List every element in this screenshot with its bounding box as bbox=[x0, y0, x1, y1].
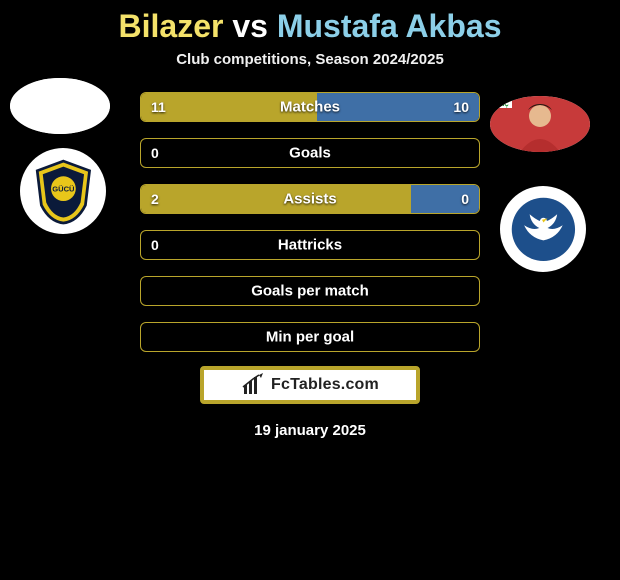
fctables-logo-icon bbox=[241, 373, 265, 397]
stat-value-left: 0 bbox=[151, 145, 159, 161]
fctables-label: FcTables.com bbox=[271, 376, 379, 394]
stat-label: Goals bbox=[289, 145, 331, 162]
subtitle: Club competitions, Season 2024/2025 bbox=[0, 51, 620, 68]
stat-bars: 11 10 Matches 0 Goals 2 0 Assists 0 Hattricks Goal… bbox=[140, 92, 480, 368]
stat-label: Matches bbox=[280, 99, 340, 116]
stat-value-left: 0 bbox=[151, 237, 159, 253]
fctables-watermark: FcTables.com bbox=[200, 366, 420, 404]
stat-row: 2 0 Assists bbox=[140, 184, 480, 214]
player-avatar-left bbox=[10, 78, 110, 134]
stat-value-right: 10 bbox=[453, 99, 469, 115]
club-badge-left: GÜCÜ bbox=[20, 148, 106, 234]
stat-value-left: 2 bbox=[151, 191, 159, 207]
svg-text:GNÇ: GNÇ bbox=[495, 102, 509, 108]
club-left-text: GÜCÜ bbox=[52, 184, 74, 193]
stat-row: 0 Hattricks bbox=[140, 230, 480, 260]
title-right: Mustafa Akbas bbox=[277, 8, 502, 44]
stat-bar-left-fill bbox=[141, 185, 411, 213]
stat-label: Min per goal bbox=[266, 329, 354, 346]
stat-value-left: 11 bbox=[151, 99, 166, 115]
title-vs: vs bbox=[232, 8, 268, 44]
stat-row: Goals per match bbox=[140, 276, 480, 306]
title-left: Bilazer bbox=[119, 8, 224, 44]
page-title: Bilazer vs Mustafa Akbas bbox=[0, 0, 620, 45]
date-text: 19 january 2025 bbox=[0, 422, 620, 439]
stat-row: Min per goal bbox=[140, 322, 480, 352]
stat-row: 11 10 Matches bbox=[140, 92, 480, 122]
stat-value-right: 0 bbox=[461, 191, 469, 207]
stat-row: 0 Goals bbox=[140, 138, 480, 168]
stat-label: Hattricks bbox=[278, 237, 342, 254]
comparison-panel: GNÇ GÜCÜ 11 10 Matches 0 Goals 2 0 Assists 0 Hatt… bbox=[0, 78, 620, 558]
stat-label: Goals per match bbox=[251, 283, 369, 300]
club-badge-right bbox=[500, 186, 586, 272]
stat-label: Assists bbox=[283, 191, 336, 208]
player-avatar-right: GNÇ bbox=[490, 96, 590, 152]
